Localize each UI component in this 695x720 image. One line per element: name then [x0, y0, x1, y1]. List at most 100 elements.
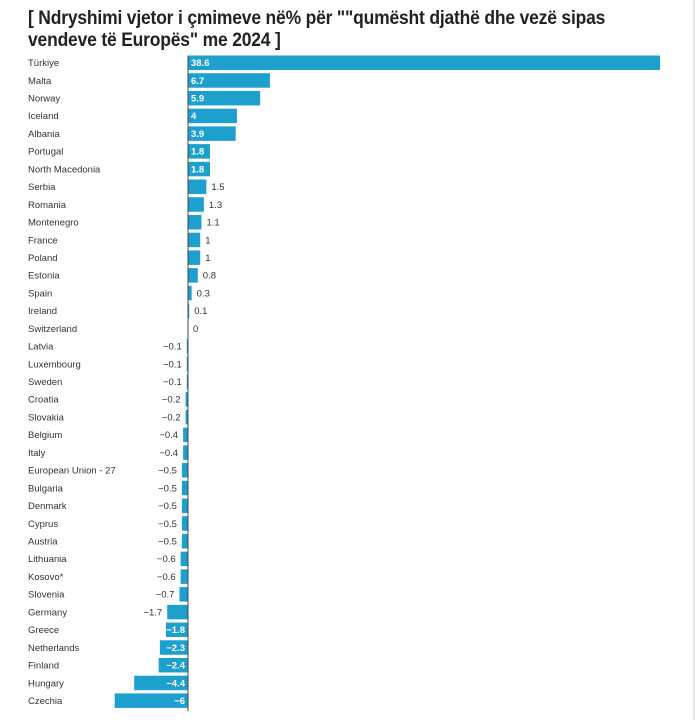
category-label: Hungary: [28, 678, 64, 689]
category-label: Italy: [28, 448, 46, 459]
value-label: −2.4: [166, 661, 185, 672]
bar: [188, 161, 211, 177]
value-label: −1.7: [143, 607, 162, 618]
bar: [183, 445, 188, 460]
value-label: −2.3: [166, 643, 185, 654]
value-label: 1.1: [206, 218, 219, 229]
category-label: France: [28, 235, 58, 246]
bar: [179, 587, 188, 602]
category-label: Switzerland: [28, 324, 77, 335]
category-label: Malta: [28, 76, 52, 87]
category-label: Kosovo*: [28, 572, 64, 583]
category-label: Sweden: [28, 377, 62, 388]
value-label: −0.2: [162, 395, 181, 406]
value-label: −0.2: [162, 412, 181, 423]
category-label: Portugal: [28, 147, 63, 158]
value-label: 38.6: [191, 58, 210, 69]
chart-title: [ Ndryshimi vjetor i çmimeve në% për ""q…: [28, 8, 606, 51]
bar: [185, 392, 188, 407]
category-label: Serbia: [28, 182, 56, 193]
category-label: Czechia: [28, 696, 63, 707]
value-label: 0.1: [194, 306, 207, 317]
category-label: Belgium: [28, 430, 62, 441]
bar: [165, 622, 188, 638]
bar: [186, 339, 188, 354]
category-label: Romania: [28, 200, 67, 211]
bar: [183, 427, 188, 443]
value-label: −0.1: [163, 359, 182, 370]
value-label: 4: [191, 111, 197, 122]
value-label: −0.5: [158, 501, 177, 512]
category-label: Germany: [28, 607, 67, 618]
category-label: Latvia: [28, 342, 54, 353]
value-label: 0: [193, 324, 198, 335]
value-label: −0.4: [159, 430, 178, 441]
category-label: Albania: [28, 129, 60, 140]
category-label: Poland: [28, 253, 58, 264]
bar: [181, 498, 188, 513]
bar: [188, 268, 198, 283]
bar: [188, 232, 201, 248]
category-label: Ireland: [28, 306, 57, 317]
bar: [188, 55, 660, 70]
bar: [188, 90, 261, 106]
bar: [181, 533, 188, 549]
value-label: −6: [174, 696, 185, 707]
category-label: Bulgaria: [28, 483, 64, 494]
category-label: Denmark: [28, 501, 67, 512]
category-label: Slovakia: [28, 412, 65, 423]
category-label: Austria: [28, 536, 58, 547]
value-label: 1.8: [191, 147, 204, 158]
category-label: Lithuania: [28, 554, 67, 565]
category-label: Iceland: [28, 111, 59, 122]
value-label: −0.5: [158, 519, 177, 530]
bar: [186, 356, 188, 372]
bar: [188, 144, 211, 159]
bar: [188, 126, 236, 141]
value-label: 1: [205, 235, 210, 246]
bar: [134, 675, 188, 691]
bar: [180, 569, 188, 584]
category-label: Greece: [28, 625, 59, 636]
value-label: 0.3: [197, 288, 210, 299]
category-label: Croatia: [28, 395, 59, 406]
category-label: European Union - 27: [28, 466, 116, 477]
bar: [188, 73, 270, 88]
value-label: 3.9: [191, 129, 204, 140]
category-label: Slovenia: [28, 590, 65, 601]
bar: [114, 693, 188, 708]
category-label: Spain: [28, 288, 52, 299]
value-label: 1.8: [191, 164, 204, 175]
value-label: 1: [205, 253, 210, 264]
category-label: Luxembourg: [28, 359, 81, 370]
bar: [188, 303, 190, 319]
value-label: −0.6: [157, 572, 176, 583]
value-label: 1.5: [211, 182, 224, 193]
value-label: −0.6: [157, 554, 176, 565]
value-label: 6.7: [191, 76, 204, 87]
bar: [188, 285, 192, 301]
bar: [181, 516, 188, 531]
value-label: −0.5: [158, 466, 177, 477]
bars-group: Türkiye 38.6 Malta 6.7 Norway 5.9 Iceland 4 Alba…: [28, 55, 660, 708]
category-label: Türkiye: [28, 58, 59, 69]
value-label: −0.5: [158, 536, 177, 547]
category-label: Netherlands: [28, 643, 79, 654]
value-label: −0.7: [156, 590, 175, 601]
value-label: −0.4: [159, 448, 178, 459]
bar: [158, 657, 188, 673]
category-label: Estonia: [28, 271, 60, 282]
bar: [185, 409, 188, 425]
bar: [188, 179, 207, 195]
bar: [181, 480, 188, 496]
value-label: 1.3: [209, 200, 222, 211]
value-label: −4.4: [166, 678, 185, 689]
bar: [188, 197, 204, 212]
bar: [186, 374, 188, 389]
bar: [181, 463, 188, 478]
value-label: −0.5: [158, 483, 177, 494]
bar: [188, 108, 237, 124]
category-label: Cyprus: [28, 519, 58, 530]
